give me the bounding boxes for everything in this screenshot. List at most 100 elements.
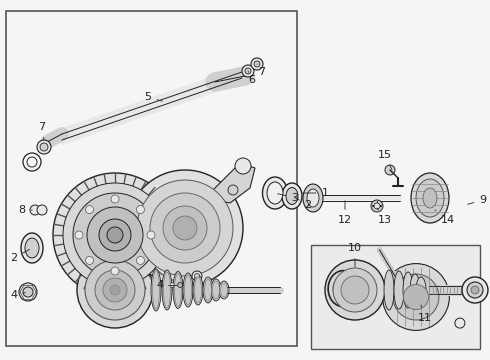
Ellipse shape	[411, 173, 449, 223]
Circle shape	[107, 227, 123, 243]
Circle shape	[77, 252, 153, 328]
Ellipse shape	[193, 275, 203, 305]
Ellipse shape	[286, 188, 298, 204]
Ellipse shape	[394, 271, 404, 309]
Circle shape	[137, 180, 233, 276]
Circle shape	[167, 280, 177, 290]
Ellipse shape	[263, 177, 288, 209]
Circle shape	[163, 206, 207, 250]
Ellipse shape	[185, 275, 192, 305]
Ellipse shape	[151, 269, 161, 311]
Ellipse shape	[25, 238, 39, 258]
Text: 4: 4	[10, 290, 25, 300]
Circle shape	[333, 268, 377, 312]
Ellipse shape	[282, 183, 302, 209]
Circle shape	[383, 264, 449, 330]
Text: 15: 15	[378, 150, 392, 170]
Text: 8: 8	[19, 205, 32, 215]
Polygon shape	[205, 163, 255, 203]
Circle shape	[37, 140, 51, 154]
Ellipse shape	[152, 271, 160, 309]
Ellipse shape	[267, 182, 283, 204]
Ellipse shape	[183, 273, 193, 307]
Circle shape	[374, 203, 380, 209]
Circle shape	[192, 271, 202, 281]
Ellipse shape	[423, 188, 437, 208]
Text: 12: 12	[338, 201, 352, 225]
Circle shape	[385, 165, 395, 175]
Ellipse shape	[303, 184, 323, 212]
Circle shape	[127, 170, 243, 286]
Circle shape	[136, 206, 145, 213]
Text: 2: 2	[10, 249, 29, 263]
Circle shape	[147, 231, 155, 239]
Circle shape	[195, 274, 199, 279]
Circle shape	[136, 256, 145, 265]
Circle shape	[170, 283, 174, 288]
Ellipse shape	[174, 274, 181, 306]
Ellipse shape	[410, 274, 420, 306]
Ellipse shape	[416, 179, 444, 217]
Circle shape	[325, 260, 385, 320]
Text: 7: 7	[257, 64, 266, 77]
Circle shape	[110, 285, 120, 295]
Circle shape	[150, 193, 220, 263]
Ellipse shape	[219, 281, 229, 299]
Text: 14: 14	[435, 210, 455, 225]
Circle shape	[467, 282, 483, 298]
Ellipse shape	[21, 233, 43, 263]
Circle shape	[251, 58, 263, 70]
Circle shape	[393, 274, 439, 320]
Ellipse shape	[164, 272, 171, 308]
Circle shape	[37, 205, 47, 215]
Ellipse shape	[384, 270, 394, 310]
Circle shape	[85, 260, 145, 320]
Ellipse shape	[213, 281, 220, 299]
Circle shape	[235, 158, 251, 174]
Ellipse shape	[307, 189, 319, 207]
Text: 2: 2	[294, 197, 312, 210]
Ellipse shape	[162, 270, 172, 310]
Circle shape	[75, 231, 83, 239]
Text: 5: 5	[145, 92, 162, 102]
Bar	[311, 245, 480, 349]
Ellipse shape	[203, 277, 213, 303]
Text: 13: 13	[377, 208, 392, 225]
Circle shape	[103, 278, 127, 302]
Circle shape	[245, 68, 251, 74]
Circle shape	[228, 185, 238, 195]
Ellipse shape	[173, 271, 183, 309]
Circle shape	[173, 216, 197, 240]
Text: 4: 4	[156, 280, 164, 290]
Circle shape	[111, 267, 119, 275]
Circle shape	[30, 205, 40, 215]
Circle shape	[99, 219, 131, 251]
Ellipse shape	[195, 277, 201, 303]
Circle shape	[462, 277, 488, 303]
Circle shape	[53, 173, 177, 297]
Text: 3: 3	[278, 193, 298, 203]
Text: 11: 11	[418, 305, 432, 323]
Circle shape	[95, 270, 135, 310]
Ellipse shape	[204, 279, 212, 301]
Ellipse shape	[416, 277, 426, 303]
Text: 1: 1	[303, 188, 328, 198]
Ellipse shape	[211, 279, 221, 301]
Circle shape	[254, 61, 260, 67]
Circle shape	[86, 256, 94, 265]
Text: 6: 6	[248, 71, 255, 85]
Circle shape	[23, 287, 33, 297]
Text: 10: 10	[348, 243, 362, 267]
Ellipse shape	[403, 272, 413, 308]
Circle shape	[242, 65, 254, 77]
Circle shape	[177, 283, 182, 288]
Bar	[6, 11, 297, 346]
Circle shape	[86, 206, 94, 213]
Circle shape	[403, 284, 428, 310]
Circle shape	[371, 200, 383, 212]
Circle shape	[471, 286, 479, 294]
Ellipse shape	[220, 283, 227, 297]
Bar	[155, 215, 205, 255]
Circle shape	[73, 193, 157, 277]
Circle shape	[40, 143, 48, 151]
